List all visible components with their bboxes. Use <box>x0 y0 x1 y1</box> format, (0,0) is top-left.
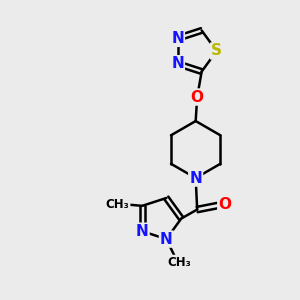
Text: S: S <box>211 44 222 59</box>
Text: N: N <box>160 232 173 247</box>
Text: CH₃: CH₃ <box>167 256 191 269</box>
Text: N: N <box>171 56 184 71</box>
Text: N: N <box>189 170 202 185</box>
Text: O: O <box>218 196 231 211</box>
Text: N: N <box>136 224 148 239</box>
Text: N: N <box>171 31 184 46</box>
Text: O: O <box>191 89 204 104</box>
Text: CH₃: CH₃ <box>106 198 130 211</box>
